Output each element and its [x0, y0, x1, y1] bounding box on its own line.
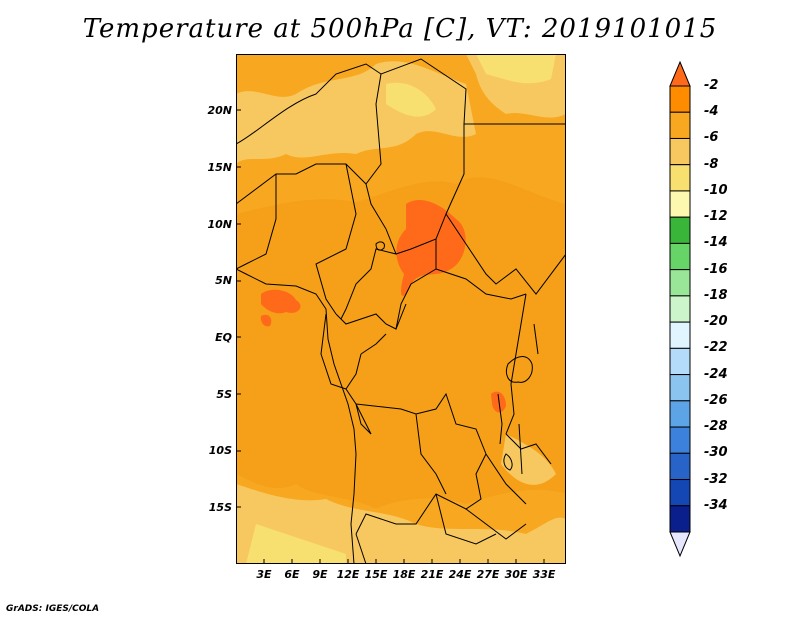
lake-outlines — [375, 241, 539, 475]
colorbar-swatch — [669, 400, 691, 428]
field-hot-central — [396, 199, 466, 296]
colorbar-swatch — [669, 85, 691, 113]
colorbar-label: -6 — [704, 130, 719, 146]
lon-label: 24E — [448, 568, 472, 581]
lat-label: 5N — [215, 274, 232, 287]
colorbar-top-arrow — [669, 60, 691, 87]
field-cool-se — [501, 434, 556, 485]
colorbar-swatch — [669, 164, 691, 192]
country-borders — [236, 58, 566, 564]
field-coolest-south — [246, 524, 346, 564]
map-title: Temperature at 500hPa [C], VT: 201910101… — [82, 14, 718, 44]
lat-label: 10N — [207, 218, 232, 231]
colorbar-label: -12 — [704, 209, 728, 225]
lon-label: 27E — [476, 568, 500, 581]
colorbar-label: -34 — [704, 497, 728, 513]
lat-label: 15S — [208, 501, 232, 514]
colorbar-swatch — [669, 479, 691, 507]
colorbar-label: -18 — [704, 287, 728, 303]
coastline-west — [236, 268, 357, 564]
colorbar-swatch — [669, 137, 691, 166]
lon-ticks — [263, 559, 545, 564]
field-warm-region — [236, 177, 566, 510]
colorbar-label: -32 — [704, 471, 728, 487]
colorbar-label: -2 — [704, 78, 719, 93]
colorbar-swatch — [669, 269, 691, 297]
colorbar-label: -8 — [704, 156, 719, 172]
field-coolest-north — [386, 82, 436, 117]
map-border — [236, 54, 566, 564]
lat-label: 20N — [207, 104, 232, 117]
colorbar-swatch — [669, 452, 691, 481]
lon-label: 3E — [256, 568, 272, 581]
colorbar-swatch — [669, 321, 691, 349]
colorbar-label: -16 — [704, 261, 728, 277]
lat-label: 10S — [208, 444, 232, 457]
field-coolest-ne — [476, 54, 556, 84]
colorbar-label: -30 — [704, 445, 728, 461]
field-cool-north — [236, 61, 476, 164]
colorbar-swatch — [669, 426, 691, 454]
field-hot-west — [261, 289, 301, 314]
colorbar-bottom-arrow — [669, 531, 691, 558]
colorbar-label: -20 — [704, 314, 728, 330]
colorbar-swatch — [669, 347, 691, 376]
lon-label: 30E — [504, 568, 528, 581]
colorbar-label: -4 — [704, 104, 719, 120]
colorbar-swatch — [669, 111, 691, 139]
field-hot-west2 — [260, 314, 272, 327]
colorbar-label: -10 — [704, 182, 728, 198]
colorbar-swatch — [669, 295, 691, 323]
colorbar — [669, 60, 691, 558]
lat-label: 5S — [216, 388, 232, 401]
colorbar-swatch — [669, 242, 691, 271]
lat-label: EQ — [215, 331, 232, 344]
colorbar-swatch — [669, 505, 691, 533]
colorbar-label: -28 — [704, 419, 728, 435]
lon-label: 9E — [312, 568, 328, 581]
lon-label: 21E — [420, 568, 444, 581]
lon-label: 15E — [364, 568, 388, 581]
lat-label: 15N — [207, 161, 232, 174]
lon-label: 12E — [336, 568, 360, 581]
colorbar-label: -24 — [704, 366, 728, 382]
colorbar-label: -26 — [704, 392, 728, 408]
lon-label: 33E — [532, 568, 556, 581]
lat-ticks — [236, 109, 241, 508]
lon-label: 18E — [392, 568, 416, 581]
colorbar-swatch — [669, 216, 691, 244]
grads-credit: GrADS: IGES/COLA — [6, 604, 100, 614]
lon-label: 6E — [284, 568, 300, 581]
temperature-map — [236, 54, 566, 564]
field-hot-lake — [491, 391, 506, 413]
colorbar-swatch — [669, 190, 691, 218]
colorbar-label: -22 — [704, 340, 728, 356]
colorbar-swatch — [669, 374, 691, 402]
colorbar-label: -14 — [704, 235, 728, 251]
